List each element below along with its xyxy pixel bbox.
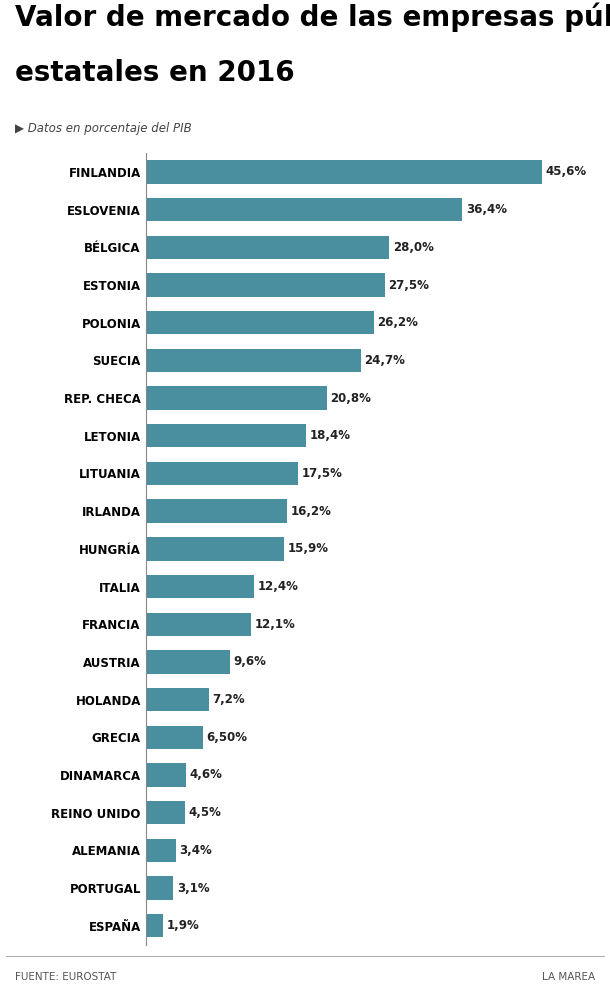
- Text: 1,9%: 1,9%: [167, 919, 199, 933]
- Bar: [146, 725, 203, 749]
- Bar: [146, 537, 284, 560]
- Text: 45,6%: 45,6%: [546, 165, 587, 179]
- Bar: [146, 839, 176, 862]
- Bar: [146, 764, 186, 786]
- Text: 3,4%: 3,4%: [179, 844, 212, 857]
- Bar: [146, 650, 230, 674]
- Bar: [146, 424, 306, 448]
- Text: 26,2%: 26,2%: [378, 316, 418, 329]
- Text: 15,9%: 15,9%: [288, 542, 329, 555]
- Text: 20,8%: 20,8%: [331, 391, 371, 405]
- Text: 4,6%: 4,6%: [190, 769, 223, 782]
- Text: 18,4%: 18,4%: [310, 429, 351, 443]
- Bar: [146, 801, 185, 824]
- Text: 6,50%: 6,50%: [206, 731, 247, 744]
- Bar: [146, 274, 385, 296]
- Bar: [146, 160, 542, 184]
- Bar: [146, 876, 173, 900]
- Text: ▶ Datos en porcentaje del PIB: ▶ Datos en porcentaje del PIB: [15, 122, 192, 134]
- Bar: [146, 311, 374, 334]
- Bar: [146, 349, 361, 372]
- Bar: [146, 461, 298, 485]
- Text: 36,4%: 36,4%: [466, 204, 507, 216]
- Bar: [146, 198, 462, 221]
- Text: FUENTE: EUROSTAT: FUENTE: EUROSTAT: [15, 971, 117, 982]
- Bar: [146, 575, 254, 598]
- Bar: [146, 914, 163, 938]
- Text: LA MAREA: LA MAREA: [542, 971, 595, 982]
- Text: 17,5%: 17,5%: [302, 467, 343, 480]
- Bar: [146, 500, 287, 523]
- Text: 28,0%: 28,0%: [393, 241, 434, 254]
- Bar: [146, 688, 209, 711]
- Text: 16,2%: 16,2%: [290, 505, 331, 518]
- Text: estatales en 2016: estatales en 2016: [15, 59, 295, 87]
- Bar: [146, 386, 327, 410]
- Text: 9,6%: 9,6%: [233, 655, 266, 669]
- Text: Valor de mercado de las empresas públicas: Valor de mercado de las empresas pública…: [15, 3, 610, 33]
- Text: 7,2%: 7,2%: [212, 693, 245, 706]
- Text: 4,5%: 4,5%: [189, 806, 222, 819]
- Bar: [146, 613, 251, 636]
- Text: 3,1%: 3,1%: [177, 881, 209, 894]
- Text: 27,5%: 27,5%: [389, 279, 429, 291]
- Text: 12,1%: 12,1%: [255, 618, 296, 630]
- Text: 24,7%: 24,7%: [364, 354, 405, 367]
- Text: 12,4%: 12,4%: [257, 580, 298, 593]
- Bar: [146, 236, 389, 259]
